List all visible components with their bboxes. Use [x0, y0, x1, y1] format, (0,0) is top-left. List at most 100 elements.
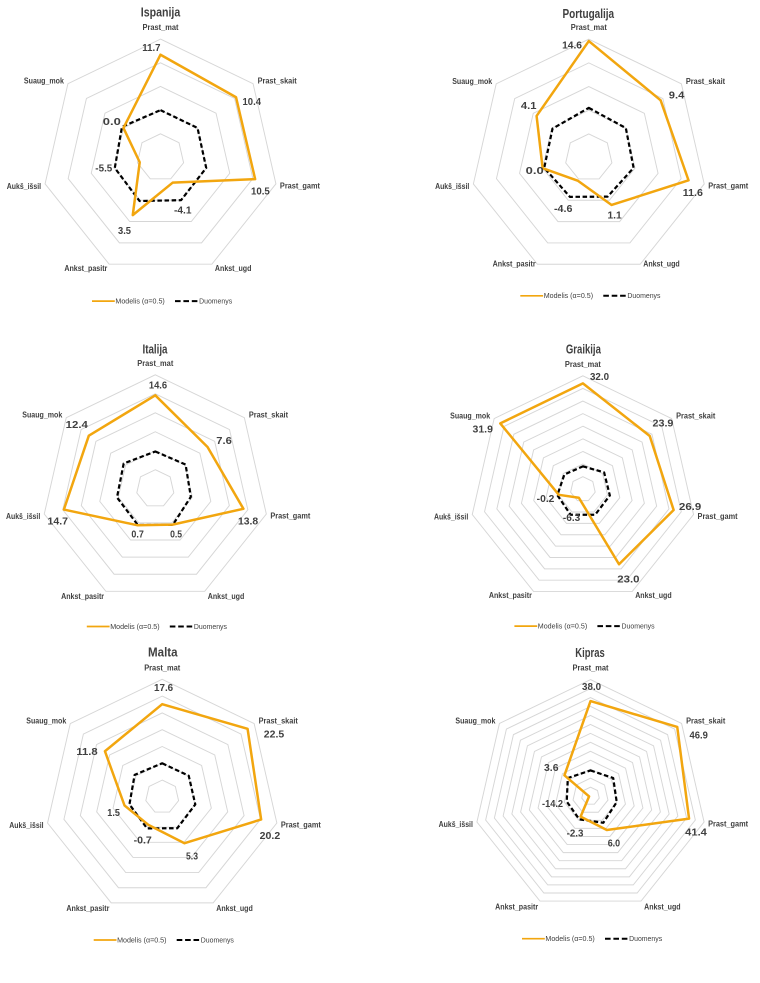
svg-text:0.0: 0.0	[526, 166, 545, 177]
svg-text:Prast_skait: Prast_skait	[249, 411, 289, 420]
svg-text:31.9: 31.9	[473, 425, 494, 436]
svg-text:23.0: 23.0	[617, 574, 640, 585]
svg-text:13.8: 13.8	[238, 516, 259, 527]
svg-text:1.5: 1.5	[107, 808, 120, 819]
svg-text:Prast_mat: Prast_mat	[137, 359, 173, 368]
svg-text:12.4: 12.4	[66, 420, 89, 431]
svg-text:Modelis (α=0.5): Modelis (α=0.5)	[538, 622, 588, 631]
svg-text:Duomenys: Duomenys	[199, 297, 232, 306]
svg-text:5.3: 5.3	[186, 851, 198, 862]
svg-text:7.6: 7.6	[216, 436, 232, 447]
svg-text:Prast_gamt: Prast_gamt	[708, 181, 748, 190]
svg-text:Suaug_mok: Suaug_mok	[452, 77, 492, 86]
svg-text:Modelis (α=0.5): Modelis (α=0.5)	[544, 291, 594, 300]
svg-text:Malta: Malta	[148, 646, 178, 660]
svg-text:Ankst_ugd: Ankst_ugd	[643, 259, 680, 268]
svg-text:-14.2: -14.2	[542, 799, 563, 810]
svg-text:Prast_mat: Prast_mat	[573, 664, 609, 673]
svg-text:Prast_skait: Prast_skait	[686, 77, 726, 86]
svg-text:17.6: 17.6	[154, 683, 174, 694]
svg-text:0.5: 0.5	[170, 529, 182, 540]
svg-text:Aukš_išsil: Aukš_išsil	[9, 821, 43, 830]
svg-text:Suaug_mok: Suaug_mok	[455, 716, 495, 725]
svg-text:Ankst_ugd: Ankst_ugd	[635, 591, 672, 600]
svg-text:Ankst_pasitr: Ankst_pasitr	[495, 902, 538, 911]
svg-text:Prast_skait: Prast_skait	[686, 716, 726, 725]
svg-text:Portugalija: Portugalija	[563, 7, 615, 21]
svg-text:Prast_mat: Prast_mat	[143, 23, 179, 32]
svg-text:Duomenys: Duomenys	[201, 935, 234, 944]
svg-text:Modelis (α=0.5): Modelis (α=0.5)	[110, 622, 160, 631]
svg-text:Suaug_mok: Suaug_mok	[450, 412, 490, 421]
svg-text:Ankst_pasitr: Ankst_pasitr	[489, 591, 532, 600]
svg-text:-5.5: -5.5	[95, 163, 112, 174]
svg-text:Aukš_išsil: Aukš_išsil	[439, 820, 473, 829]
svg-text:Prast_gamt: Prast_gamt	[698, 512, 738, 521]
svg-text:Aukš_išsil: Aukš_išsil	[6, 512, 40, 521]
svg-text:Ankst_pasitr: Ankst_pasitr	[66, 904, 109, 913]
svg-text:Duomenys: Duomenys	[629, 934, 662, 943]
svg-text:9.4: 9.4	[669, 90, 685, 101]
svg-text:11.6: 11.6	[683, 188, 704, 199]
svg-text:41.4: 41.4	[685, 828, 707, 839]
svg-text:Prast_gamt: Prast_gamt	[270, 512, 310, 521]
svg-text:23.9: 23.9	[653, 419, 674, 430]
svg-text:Prast_skait: Prast_skait	[676, 412, 716, 421]
svg-text:6.0: 6.0	[608, 839, 621, 850]
svg-text:Modelis (α=0.5): Modelis (α=0.5)	[545, 934, 595, 943]
svg-text:4.1: 4.1	[521, 101, 537, 112]
svg-text:Ankst_ugd: Ankst_ugd	[215, 264, 252, 273]
svg-text:38.0: 38.0	[582, 682, 602, 693]
svg-text:3.6: 3.6	[544, 763, 559, 774]
svg-text:Italija: Italija	[143, 342, 169, 356]
svg-text:Duomenys: Duomenys	[194, 622, 227, 631]
svg-text:Aukš_išsil: Aukš_išsil	[7, 182, 41, 191]
svg-text:Ankst_pasitr: Ankst_pasitr	[64, 264, 107, 273]
svg-text:-6.3: -6.3	[563, 513, 581, 524]
svg-text:Ankst_ugd: Ankst_ugd	[208, 592, 245, 601]
svg-text:10.4: 10.4	[243, 97, 262, 108]
svg-text:26.9: 26.9	[679, 502, 702, 513]
svg-text:-0.7: -0.7	[134, 835, 153, 846]
svg-text:Duomenys: Duomenys	[627, 291, 660, 300]
svg-text:Ispanija: Ispanija	[141, 5, 181, 19]
svg-text:0.7: 0.7	[131, 529, 144, 540]
svg-text:Ankst_pasitr: Ankst_pasitr	[493, 259, 536, 268]
svg-text:-0.2: -0.2	[537, 494, 555, 505]
svg-text:32.0: 32.0	[590, 372, 609, 383]
svg-text:Prast_mat: Prast_mat	[565, 360, 601, 369]
svg-text:Aukš_išsil: Aukš_išsil	[434, 513, 468, 522]
svg-text:14.6: 14.6	[149, 380, 168, 391]
svg-text:Aukš_išsil: Aukš_išsil	[435, 182, 469, 191]
svg-text:Prast_gamt: Prast_gamt	[281, 821, 321, 830]
svg-text:Graikija: Graikija	[566, 343, 602, 357]
svg-text:-2.3: -2.3	[567, 829, 584, 840]
svg-text:Prast_skait: Prast_skait	[258, 77, 298, 86]
svg-text:11.8: 11.8	[76, 747, 98, 758]
svg-text:Prast_skait: Prast_skait	[259, 717, 299, 726]
svg-text:46.9: 46.9	[690, 730, 709, 741]
svg-text:22.5: 22.5	[264, 730, 285, 741]
svg-text:Prast_mat: Prast_mat	[571, 23, 607, 32]
svg-text:Modelis (α=0.5): Modelis (α=0.5)	[115, 297, 165, 306]
svg-text:0.0: 0.0	[103, 117, 122, 128]
svg-text:10.5: 10.5	[251, 187, 270, 198]
svg-text:Ankst_ugd: Ankst_ugd	[216, 904, 253, 913]
svg-text:Prast_mat: Prast_mat	[144, 663, 180, 672]
svg-text:20.2: 20.2	[260, 831, 281, 842]
svg-text:-4.1: -4.1	[174, 205, 192, 216]
svg-text:14.7: 14.7	[48, 516, 69, 527]
svg-text:Duomenys: Duomenys	[622, 622, 655, 631]
svg-text:-4.6: -4.6	[554, 204, 573, 215]
svg-text:Suaug_mok: Suaug_mok	[26, 717, 66, 726]
svg-text:Ankst_pasitr: Ankst_pasitr	[61, 592, 104, 601]
svg-text:Ankst_ugd: Ankst_ugd	[644, 902, 681, 911]
svg-text:Modelis (α=0.5): Modelis (α=0.5)	[117, 935, 167, 944]
svg-text:11.7: 11.7	[142, 43, 161, 54]
svg-text:14.6: 14.6	[562, 41, 582, 52]
svg-text:3.5: 3.5	[118, 226, 131, 237]
svg-text:Kipras: Kipras	[575, 646, 604, 660]
svg-text:1.1: 1.1	[608, 210, 623, 221]
svg-text:Suaug_mok: Suaug_mok	[24, 77, 64, 86]
svg-text:Prast_gamt: Prast_gamt	[708, 820, 748, 829]
